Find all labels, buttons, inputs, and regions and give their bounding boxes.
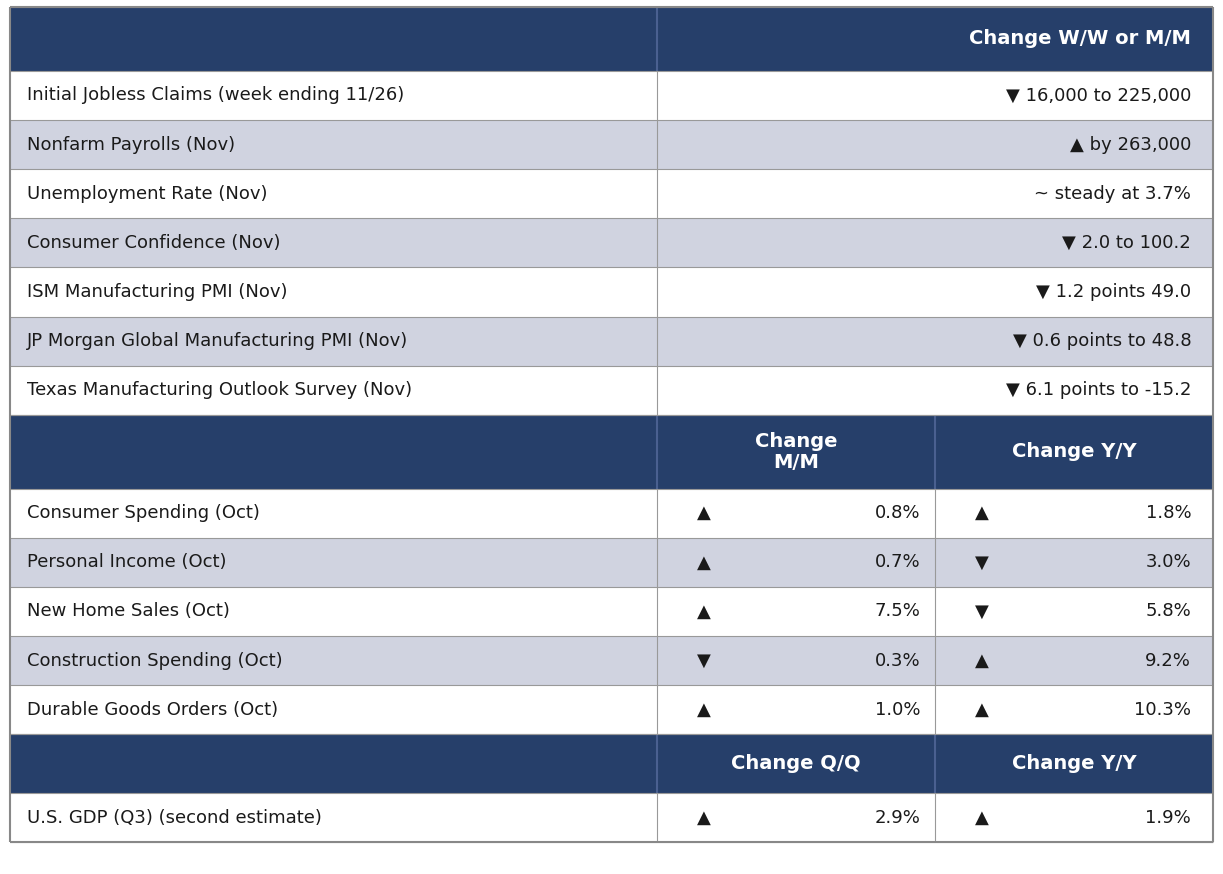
Bar	[10, 316, 657, 365]
Text: ▲: ▲	[975, 808, 989, 827]
Bar	[10, 71, 657, 120]
Bar	[657, 489, 936, 538]
Bar	[657, 316, 1213, 365]
Text: Consumer Spending (Oct): Consumer Spending (Oct)	[27, 504, 259, 522]
Text: ▲ by 263,000: ▲ by 263,000	[1070, 135, 1191, 154]
Text: JP Morgan Global Manufacturing PMI (Nov): JP Morgan Global Manufacturing PMI (Nov)	[27, 332, 408, 350]
Bar	[657, 685, 936, 734]
Bar	[10, 267, 657, 316]
Text: Texas Manufacturing Outlook Survey (Nov): Texas Manufacturing Outlook Survey (Nov)	[27, 381, 412, 399]
Bar	[657, 586, 936, 636]
Bar	[10, 365, 657, 415]
Bar	[936, 734, 1213, 794]
Text: Change
M/M: Change M/M	[755, 432, 838, 472]
Bar	[936, 794, 1213, 843]
Bar	[10, 636, 657, 685]
Text: ▼ 2.0 to 100.2: ▼ 2.0 to 100.2	[1063, 234, 1191, 252]
Text: 9.2%: 9.2%	[1145, 652, 1191, 669]
Bar	[657, 794, 936, 843]
Text: ▲: ▲	[697, 504, 711, 522]
Text: 1.9%: 1.9%	[1146, 808, 1191, 827]
Text: ▼ 1.2 points 49.0: ▼ 1.2 points 49.0	[1036, 283, 1191, 301]
Bar	[657, 365, 1213, 415]
Text: ▲: ▲	[697, 602, 711, 621]
Bar	[10, 7, 657, 71]
Text: ▲: ▲	[697, 808, 711, 827]
Text: 2.9%: 2.9%	[874, 808, 921, 827]
Text: ▲: ▲	[975, 701, 989, 718]
Text: ▲: ▲	[697, 701, 711, 718]
Bar	[657, 120, 1213, 170]
Text: ▲: ▲	[975, 652, 989, 669]
Text: 5.8%: 5.8%	[1146, 602, 1191, 621]
Bar	[657, 538, 936, 586]
Text: ▼ 16,000 to 225,000: ▼ 16,000 to 225,000	[1005, 87, 1191, 105]
Text: ▼: ▼	[975, 553, 989, 572]
Text: 10.3%: 10.3%	[1134, 701, 1191, 718]
Text: Consumer Confidence (Nov): Consumer Confidence (Nov)	[27, 234, 280, 252]
Bar	[657, 7, 1213, 71]
Bar	[936, 489, 1213, 538]
Bar	[10, 538, 657, 586]
Bar	[10, 734, 657, 794]
Text: Change Y/Y: Change Y/Y	[1011, 442, 1136, 461]
Bar	[10, 489, 657, 538]
Text: 1.8%: 1.8%	[1146, 504, 1191, 522]
Bar	[657, 170, 1213, 218]
Bar	[936, 538, 1213, 586]
Text: 0.3%: 0.3%	[874, 652, 921, 669]
Bar	[657, 636, 936, 685]
Bar	[657, 218, 1213, 267]
Text: ~ steady at 3.7%: ~ steady at 3.7%	[1035, 184, 1191, 203]
Text: Change W/W or M/M: Change W/W or M/M	[970, 30, 1191, 48]
Text: Durable Goods Orders (Oct): Durable Goods Orders (Oct)	[27, 701, 278, 718]
Bar	[10, 170, 657, 218]
Text: 7.5%: 7.5%	[874, 602, 921, 621]
Text: ▼ 6.1 points to -15.2: ▼ 6.1 points to -15.2	[1005, 381, 1191, 399]
Bar	[657, 267, 1213, 316]
Text: ISM Manufacturing PMI (Nov): ISM Manufacturing PMI (Nov)	[27, 283, 287, 301]
Text: 0.8%: 0.8%	[874, 504, 921, 522]
Bar	[936, 415, 1213, 489]
Bar	[10, 685, 657, 734]
Text: 0.7%: 0.7%	[874, 553, 921, 572]
Text: ▼: ▼	[975, 602, 989, 621]
Text: Initial Jobless Claims (week ending 11/26): Initial Jobless Claims (week ending 11/2…	[27, 87, 404, 105]
Text: New Home Sales (Oct): New Home Sales (Oct)	[27, 602, 230, 621]
Text: 3.0%: 3.0%	[1146, 553, 1191, 572]
Text: ▲: ▲	[975, 504, 989, 522]
Bar	[657, 415, 936, 489]
Text: Construction Spending (Oct): Construction Spending (Oct)	[27, 652, 283, 669]
Text: 1.0%: 1.0%	[874, 701, 921, 718]
Text: ▼: ▼	[697, 652, 711, 669]
Bar	[10, 218, 657, 267]
Text: ▲: ▲	[697, 553, 711, 572]
Text: Change Q/Q: Change Q/Q	[731, 754, 861, 773]
Text: Personal Income (Oct): Personal Income (Oct)	[27, 553, 226, 572]
Text: Unemployment Rate (Nov): Unemployment Rate (Nov)	[27, 184, 268, 203]
Bar	[936, 685, 1213, 734]
Bar	[10, 794, 657, 843]
Text: Change Y/Y: Change Y/Y	[1011, 754, 1136, 773]
Bar	[936, 636, 1213, 685]
Bar	[657, 734, 936, 794]
Bar	[10, 415, 657, 489]
Text: U.S. GDP (Q3) (second estimate): U.S. GDP (Q3) (second estimate)	[27, 808, 322, 827]
Bar	[936, 586, 1213, 636]
Text: Nonfarm Payrolls (Nov): Nonfarm Payrolls (Nov)	[27, 135, 235, 154]
Bar	[10, 120, 657, 170]
Text: ▼ 0.6 points to 48.8: ▼ 0.6 points to 48.8	[1013, 332, 1191, 350]
Bar	[657, 71, 1213, 120]
Bar	[10, 586, 657, 636]
